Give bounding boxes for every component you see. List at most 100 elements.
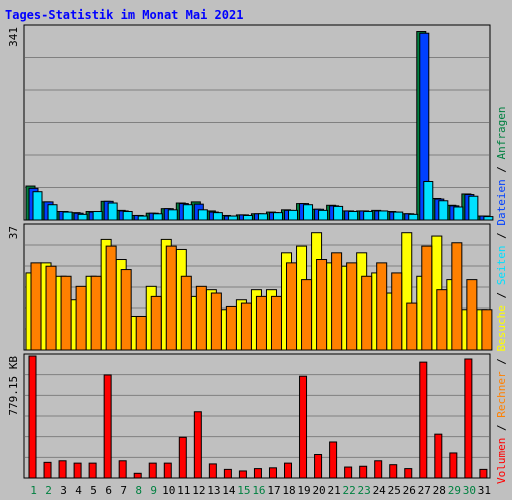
bar-visits-rechner-day-14 [225,305,237,351]
bar-volume-volumen-day-2 [43,461,52,479]
tick-label-day-30: 30 [463,484,476,497]
tick-label-day-31: 31 [478,484,491,497]
bar-hits-seiten-day-24 [378,210,389,221]
tick-label-day-8: 8 [135,484,142,497]
bar-visits-rechner-day-25 [391,272,403,351]
legend-separator: / [495,418,508,438]
bar-visits-rechner-day-3 [60,275,72,351]
bar-volume-volumen-day-18 [284,462,293,479]
bar-volume-volumen-day-12 [193,411,202,479]
legend-separator: / [495,159,508,179]
legend-separator: / [495,352,508,372]
bar-visits-rechner-day-18 [286,262,298,351]
bar-hits-seiten-day-7 [122,211,133,221]
bar-volume-volumen-day-28 [434,433,443,479]
bar-hits-seiten-day-4 [77,213,88,221]
legend-item-seiten: Seiten [495,246,508,286]
bar-visits-rechner-day-8 [135,315,147,351]
bar-volume-volumen-day-25 [389,464,398,479]
bar-volume-volumen-day-16 [253,468,262,479]
bar-visits-rechner-day-1 [30,262,42,351]
legend-separator: / [495,285,508,305]
bar-volume-volumen-day-3 [58,460,67,479]
bar-volume-volumen-day-24 [374,460,383,479]
bar-hits-seiten-day-25 [393,211,404,221]
bar-visits-rechner-day-31 [481,309,493,351]
bar-volume-volumen-day-30 [464,358,473,479]
bar-hits-seiten-day-13 [212,212,223,221]
panel-visits: 37 [7,223,493,351]
axis-max-label-hits: 341 [7,27,20,47]
bar-visits-rechner-day-21 [331,252,343,351]
bar-volume-volumen-day-21 [329,441,338,479]
bar-visits-rechner-day-10 [165,245,177,351]
bar-volume-volumen-day-4 [73,462,82,479]
tick-label-day-17: 17 [267,484,280,497]
tick-label-day-6: 6 [105,484,112,497]
bar-hits-seiten-day-21 [333,205,344,221]
legend: Volumen / Rechner / Besuche / Seiten / D… [495,106,508,484]
tick-label-day-27: 27 [418,484,431,497]
bar-hits-seiten-day-12 [197,209,208,221]
bar-volume-volumen-day-11 [178,436,187,479]
bar-volume-volumen-day-1 [28,355,37,479]
bar-visits-rechner-day-13 [210,292,222,351]
legend-item-dateien: Dateien [495,179,508,225]
axis-max-label-volume: 779.15 KB [7,356,20,416]
legend-item-volumen: Volumen [495,438,508,484]
bar-visits-rechner-day-5 [90,275,102,351]
tick-label-day-21: 21 [327,484,340,497]
bar-volume-volumen-day-27 [419,361,428,479]
bar-hits-seiten-day-1 [32,191,43,221]
bar-visits-rechner-day-16 [255,295,267,351]
bar-visits-rechner-day-12 [195,285,207,351]
chart-title: Tages-Statistik im Monat Mai 2021 [5,8,243,22]
legend-item-rechner: Rechner [495,371,508,418]
bar-hits-seiten-day-3 [62,211,73,221]
bar-volume-volumen-day-23 [359,465,368,479]
tick-label-day-28: 28 [433,484,446,497]
tick-label-day-23: 23 [358,484,371,497]
bar-hits-seiten-day-22 [348,211,359,221]
axis-max-label-visits: 37 [7,226,20,239]
bar-volume-volumen-day-29 [449,452,458,479]
bar-visits-rechner-day-28 [436,289,448,351]
tick-label-day-10: 10 [162,484,175,497]
bar-visits-rechner-day-23 [361,275,373,351]
bar-volume-volumen-day-31 [479,468,488,479]
bar-hits-seiten-day-30 [468,195,479,221]
bar-hits-seiten-day-19 [303,204,314,221]
bar-volume-volumen-day-17 [268,467,277,479]
bar-visits-rechner-day-22 [346,262,358,351]
bar-hits-seiten-day-31 [483,216,494,221]
bar-visits-rechner-day-17 [270,295,282,351]
bar-hits-seiten-day-6 [107,202,118,221]
bar-hits-seiten-day-9 [152,213,163,221]
bar-visits-rechner-day-6 [105,245,117,351]
tick-label-day-15: 15 [237,484,250,497]
bar-hits-seiten-day-16 [257,213,268,221]
bar-volume-volumen-day-20 [314,454,323,479]
bar-visits-rechner-day-7 [120,269,132,351]
bar-visits-rechner-day-11 [180,275,192,351]
tick-label-day-4: 4 [75,484,82,497]
bar-volume-volumen-day-8 [133,472,142,479]
bar-hits-seiten-day-29 [453,206,464,221]
bar-volume-volumen-day-9 [148,462,157,479]
bar-hits-seiten-day-2 [47,204,58,221]
bar-hits-seiten-day-23 [363,211,374,221]
tick-label-day-12: 12 [192,484,205,497]
bar-volume-volumen-day-22 [344,466,353,479]
bar-hits-seiten-day-28 [438,200,449,221]
bar-volume-volumen-day-5 [88,462,97,479]
tick-label-day-13: 13 [207,484,220,497]
tick-label-day-2: 2 [45,484,52,497]
panel-hits: 341 [7,24,494,221]
tick-label-day-29: 29 [448,484,461,497]
bar-hits-seiten-day-17 [272,212,283,221]
tick-label-day-26: 26 [403,484,416,497]
bar-volume-volumen-day-14 [223,468,232,479]
tick-label-day-9: 9 [150,484,157,497]
bar-volume-volumen-day-26 [404,468,413,479]
